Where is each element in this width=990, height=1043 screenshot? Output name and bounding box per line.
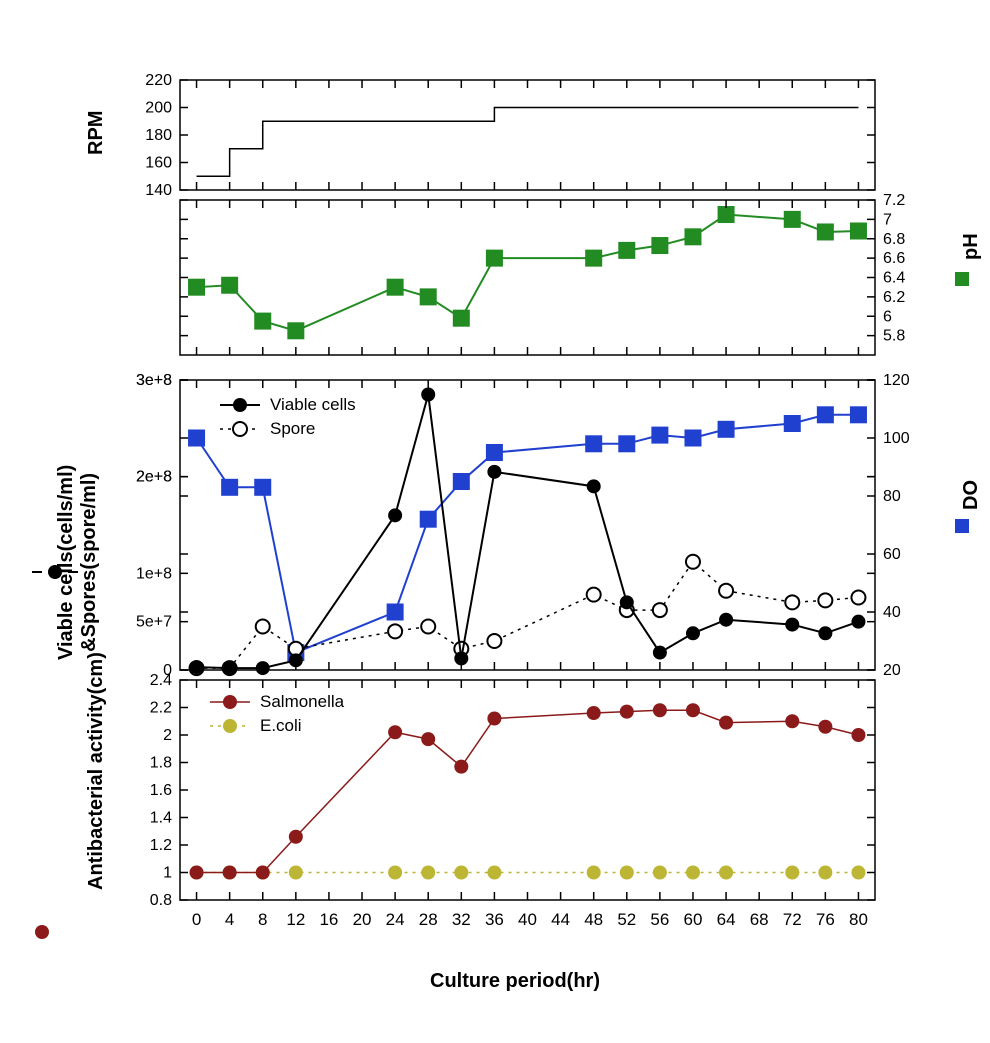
svg-text:2.2: 2.2	[150, 700, 172, 717]
xlabel: Culture period(hr)	[430, 970, 600, 993]
svg-text:20: 20	[883, 662, 901, 679]
svg-text:3e+8: 3e+8	[136, 372, 172, 389]
svg-text:36: 36	[485, 910, 504, 929]
svg-text:28: 28	[419, 910, 438, 929]
svg-text:0: 0	[192, 910, 201, 929]
svg-text:68: 68	[750, 910, 769, 929]
legend-marker-salmonella	[35, 925, 49, 939]
svg-text:32: 32	[452, 910, 471, 929]
svg-text:60: 60	[684, 910, 703, 929]
svg-text:180: 180	[145, 127, 172, 144]
svg-text:40: 40	[518, 910, 537, 929]
ylabel-activity: Antibacterial activity(cm)	[85, 652, 108, 890]
svg-text:160: 160	[145, 155, 172, 172]
legend-marker-ph	[955, 272, 969, 286]
svg-text:Viable cells: Viable cells	[270, 395, 356, 414]
svg-text:6.4: 6.4	[883, 270, 905, 287]
svg-text:76: 76	[816, 910, 835, 929]
svg-text:140: 140	[145, 182, 172, 199]
ylabel-ph: pH	[960, 233, 983, 260]
svg-text:16: 16	[319, 910, 338, 929]
svg-text:24: 24	[386, 910, 405, 929]
ylabel-rpm: RPM	[85, 111, 108, 155]
svg-text:2e+8: 2e+8	[136, 469, 172, 486]
svg-text:2e+8: 2e+8	[136, 469, 172, 486]
svg-text:Salmonella: Salmonella	[260, 692, 345, 711]
svg-text:6.8: 6.8	[883, 231, 905, 248]
svg-text:64: 64	[717, 910, 736, 929]
svg-text:200: 200	[145, 100, 172, 117]
svg-text:44: 44	[551, 910, 570, 929]
svg-text:80: 80	[849, 910, 868, 929]
svg-text:6.6: 6.6	[883, 250, 905, 267]
legend-marker-viable	[32, 565, 78, 579]
svg-text:Spore: Spore	[270, 419, 315, 438]
svg-text:6.2: 6.2	[883, 289, 905, 306]
svg-text:100: 100	[883, 430, 910, 447]
svg-text:12: 12	[286, 910, 305, 929]
svg-text:7: 7	[883, 211, 892, 228]
svg-text:4: 4	[225, 910, 234, 929]
svg-text:1.2: 1.2	[150, 837, 172, 854]
svg-text:56: 56	[650, 910, 669, 929]
svg-text:20: 20	[353, 910, 372, 929]
svg-text:5e+7: 5e+7	[136, 614, 172, 631]
svg-text:2.4: 2.4	[150, 672, 172, 689]
svg-text:72: 72	[783, 910, 802, 929]
svg-text:0.8: 0.8	[150, 892, 172, 909]
svg-text:2: 2	[163, 727, 172, 744]
svg-text:52: 52	[617, 910, 636, 929]
svg-text:1: 1	[163, 865, 172, 882]
svg-text:5.8: 5.8	[883, 328, 905, 345]
svg-text:120: 120	[883, 372, 910, 389]
svg-text:6: 6	[883, 308, 892, 325]
ylabel-cells-left: Viable cells(cells/ml) &Spores(spore/ml)	[55, 465, 101, 660]
svg-text:60: 60	[883, 546, 901, 563]
svg-text:E.coli: E.coli	[260, 716, 302, 735]
svg-text:40: 40	[883, 604, 901, 621]
svg-text:1.8: 1.8	[150, 755, 172, 772]
svg-text:8: 8	[258, 910, 267, 929]
chart-container: 1401601802002205.866.26.46.66.877.205e+7…	[0, 0, 990, 1043]
svg-text:48: 48	[584, 910, 603, 929]
svg-text:1e+8: 1e+8	[136, 565, 172, 582]
legend-marker-do	[955, 519, 969, 533]
svg-text:220: 220	[145, 72, 172, 89]
svg-text:3e+8: 3e+8	[136, 372, 172, 389]
svg-text:1.4: 1.4	[150, 810, 172, 827]
chart-svg: 1401601802002205.866.26.46.66.877.205e+7…	[0, 0, 990, 1043]
ylabel-do: DO	[960, 480, 983, 510]
svg-text:80: 80	[883, 488, 901, 505]
svg-text:0: 0	[163, 662, 172, 679]
svg-text:7.2: 7.2	[883, 192, 905, 209]
svg-text:1.6: 1.6	[150, 782, 172, 799]
